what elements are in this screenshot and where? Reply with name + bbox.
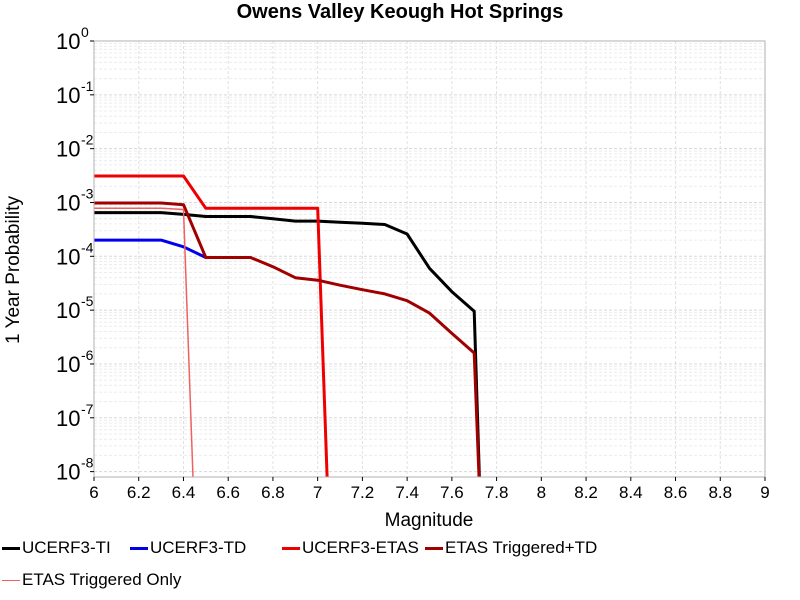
legend-swatch: [425, 546, 443, 550]
y-tick-exponent: -4: [81, 239, 94, 255]
y-tick-base: 10: [56, 137, 80, 162]
y-tick-exponent: -1: [81, 78, 94, 94]
x-tick-label: 9: [760, 483, 769, 502]
x-tick-label: 6.8: [261, 483, 285, 502]
x-tick-label: 8: [537, 483, 546, 502]
y-tick-label: 10 -4: [56, 239, 94, 269]
x-tick-label: 6.2: [127, 483, 151, 502]
y-axis-title: 1 Year Probability: [3, 196, 24, 344]
x-tick-label: 8.6: [664, 483, 688, 502]
y-tick-label: 10 0: [56, 24, 89, 54]
y-tick-label: 10 -5: [56, 293, 94, 323]
x-ticks: 6 6.2 6.4 6.6 6.8 7 7.2 7.4 7.6 7.8 8 8.2 8.4 8.6 8.8 9: [89, 477, 770, 502]
legend-label: UCERF3-TD: [150, 538, 247, 557]
legend-item: ETAS Triggered Only: [2, 568, 181, 592]
y-tick-base: 10: [56, 352, 80, 377]
y-tick-label: 10 -3: [56, 185, 94, 215]
grid: [93, 40, 766, 477]
legend-label: UCERF3-ETAS: [302, 538, 419, 557]
x-tick-label: 6: [89, 483, 98, 502]
legend-label: ETAS Triggered+TD: [445, 538, 598, 557]
y-tick-base: 10: [56, 298, 80, 323]
y-tick-label: 10 -8: [56, 455, 94, 485]
x-tick-label: 7.4: [395, 483, 419, 502]
legend-swatch: [2, 579, 20, 581]
y-tick-exponent: -7: [81, 401, 94, 417]
x-tick-label: 7.2: [351, 483, 375, 502]
legend: UCERF3-TI UCERF3-TD UCERF3-ETAS ETAS Trigge…: [0, 536, 800, 596]
x-tick-label: 7.8: [485, 483, 509, 502]
legend-item: UCERF3-ETAS: [282, 536, 419, 560]
y-tick-exponent: -8: [81, 455, 94, 471]
legend-label: UCERF3-TI: [22, 538, 111, 557]
x-tick-label: 7.6: [440, 483, 464, 502]
y-tick-exponent: -3: [81, 185, 94, 201]
chart-title: Owens Valley Keough Hot Springs: [237, 1, 564, 23]
y-tick-base: 10: [56, 83, 80, 108]
y-tick-label: 10 -1: [56, 78, 94, 108]
x-tick-label: 6.4: [172, 483, 196, 502]
y-tick-base: 10: [56, 460, 80, 485]
y-tick-exponent: 0: [81, 24, 89, 40]
x-tick-label: 8.4: [619, 483, 643, 502]
plot-frame: [93, 40, 766, 478]
legend-item: UCERF3-TI: [2, 536, 111, 560]
series-line-etas-triggered-only: [94, 207, 194, 477]
y-tick-base: 10: [56, 244, 80, 269]
legend-item: UCERF3-TD: [130, 536, 246, 560]
y-tick-label: 10 -2: [56, 132, 94, 162]
series-line-ucerf3-etas: [94, 174, 329, 477]
y-tick-label: 10 -6: [56, 347, 94, 377]
y-tick-base: 10: [56, 406, 80, 431]
legend-item: ETAS Triggered+TD: [425, 536, 597, 560]
y-tick-base: 10: [56, 29, 80, 54]
y-tick-exponent: -5: [81, 293, 94, 309]
y-tick-label: 10 -7: [56, 401, 94, 431]
y-tick-exponent: -6: [81, 347, 94, 363]
series-line-etas-triggered-td: [94, 201, 481, 477]
x-tick-label: 8.2: [574, 483, 598, 502]
x-tick-label: 8.8: [708, 483, 732, 502]
legend-swatch: [130, 546, 148, 550]
x-tick-label: 7: [313, 483, 322, 502]
series-line-ucerf3-td: [94, 238, 207, 259]
series-line-ucerf3-ti: [94, 211, 481, 477]
y-tick-exponent: -2: [81, 132, 94, 148]
series-lines: [94, 174, 481, 477]
legend-label: ETAS Triggered Only: [22, 570, 182, 589]
legend-swatch: [282, 546, 300, 550]
x-axis-title: Magnitude: [385, 510, 474, 531]
x-tick-label: 6.6: [216, 483, 240, 502]
y-tick-base: 10: [56, 190, 80, 215]
legend-swatch: [2, 546, 20, 550]
